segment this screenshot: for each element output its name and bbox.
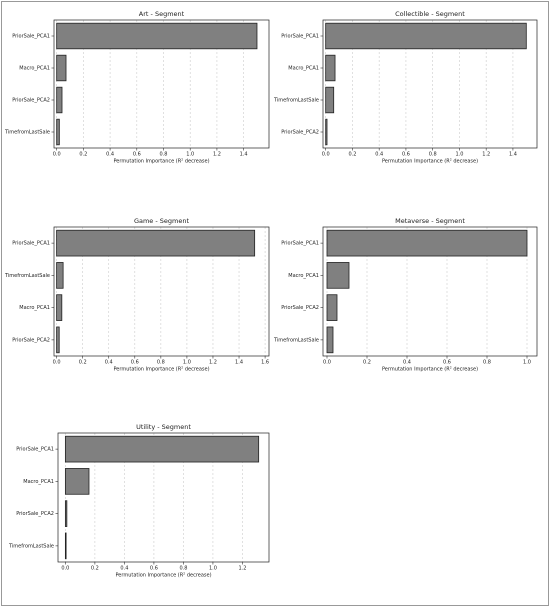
chart-title: Utility - Segment xyxy=(136,423,191,431)
x-tick-label: 1.0 xyxy=(186,152,194,158)
chart-title: Collectible - Segment xyxy=(395,10,465,18)
x-tick-label: 0.8 xyxy=(157,360,165,366)
x-tick-label: 0.0 xyxy=(53,360,61,366)
x-tick-label: 0.2 xyxy=(363,360,371,366)
y-tick-label: TimefromLastSale xyxy=(273,98,319,104)
y-tick-label: Macro_PCA1 xyxy=(23,479,54,485)
y-tick-label: PriorSale_PCA1 xyxy=(281,241,319,247)
x-tick-label: 1.6 xyxy=(261,360,269,366)
chart-title: Metaverse - Segment xyxy=(395,217,465,225)
x-tick-label: 1.2 xyxy=(482,152,490,158)
x-tick-label: 1.0 xyxy=(523,360,531,366)
bar xyxy=(56,294,63,321)
x-tick-label: 1.0 xyxy=(455,152,463,158)
y-tick-label: Macro_PCA1 xyxy=(288,66,319,72)
chart-title: Art - Segment xyxy=(139,10,185,18)
y-tick-label: PriorSale_PCA2 xyxy=(281,130,319,136)
x-tick-label: 0.0 xyxy=(322,152,330,158)
x-axis-label: Permutation Importance (R² decrease) xyxy=(113,367,209,373)
x-tick-label: 0.2 xyxy=(348,152,356,158)
x-tick-label: 0.8 xyxy=(160,152,168,158)
x-axis-label: Permutation Importance (R² decrease) xyxy=(382,367,478,373)
x-tick-label: 1.4 xyxy=(235,360,243,366)
x-tick-label: 0.4 xyxy=(120,566,128,572)
x-tick-label: 0.4 xyxy=(106,152,114,158)
bar xyxy=(56,326,60,354)
y-tick-label: PriorSale_PCA2 xyxy=(12,98,50,104)
x-tick-label: 1.2 xyxy=(238,566,246,572)
x-tick-label: 1.2 xyxy=(209,360,217,366)
axes-frame xyxy=(53,19,270,149)
x-tick-label: 0.8 xyxy=(179,566,187,572)
y-tick-label: TimefromLastSale xyxy=(4,273,50,279)
y-tick-label: PriorSale_PCA2 xyxy=(12,337,50,343)
x-tick-label: 0.0 xyxy=(323,360,331,366)
x-tick-label: 1.2 xyxy=(213,152,221,158)
x-tick-label: 0.8 xyxy=(429,152,437,158)
bar xyxy=(326,326,334,354)
bar xyxy=(56,229,256,257)
axes-frame xyxy=(53,226,270,357)
x-tick-label: 0.6 xyxy=(402,152,410,158)
x-tick-label: 0.6 xyxy=(133,152,141,158)
y-tick-label: TimefromLastSale xyxy=(8,543,54,549)
x-tick-label: 0.6 xyxy=(150,566,158,572)
bar xyxy=(56,22,258,50)
y-tick-label: PriorSale_PCA2 xyxy=(281,305,319,311)
bar xyxy=(325,86,335,114)
y-tick-label: PriorSale_PCA1 xyxy=(281,34,319,40)
bar xyxy=(64,468,90,495)
x-tick-label: 0.4 xyxy=(375,152,383,158)
bar xyxy=(326,229,528,257)
y-tick-label: PriorSale_PCA1 xyxy=(12,34,50,40)
x-tick-label: 0.0 xyxy=(53,152,61,158)
bar xyxy=(56,118,60,146)
bar xyxy=(325,22,527,50)
bar xyxy=(64,435,260,463)
x-tick-label: 1.4 xyxy=(240,152,248,158)
x-tick-label: 1.0 xyxy=(209,566,217,572)
x-tick-label: 0.0 xyxy=(61,566,69,572)
x-tick-label: 0.2 xyxy=(91,566,99,572)
x-tick-label: 0.4 xyxy=(105,360,113,366)
y-tick-label: PriorSale_PCA1 xyxy=(16,447,54,453)
x-tick-label: 1.0 xyxy=(183,360,191,366)
bar xyxy=(326,294,338,321)
chart-title: Game - Segment xyxy=(134,217,190,225)
y-tick-label: TimefromLastSale xyxy=(4,130,50,136)
x-tick-label: 0.2 xyxy=(79,360,87,366)
x-tick-label: 0.2 xyxy=(79,152,87,158)
x-tick-label: 0.4 xyxy=(403,360,411,366)
bar xyxy=(56,86,63,114)
x-tick-label: 0.6 xyxy=(443,360,451,366)
bar xyxy=(56,54,67,82)
axes-frame xyxy=(322,226,538,357)
y-tick-label: PriorSale_PCA1 xyxy=(12,241,50,247)
bar xyxy=(325,118,328,146)
x-axis-label: Permutation Importance (R² decrease) xyxy=(382,159,478,165)
x-axis-label: Permutation Importance (R² decrease) xyxy=(115,573,211,579)
y-tick-label: Macro_PCA1 xyxy=(288,273,319,279)
y-tick-label: PriorSale_PCA2 xyxy=(16,511,54,517)
y-tick-label: TimefromLastSale xyxy=(273,337,319,343)
bar xyxy=(325,54,336,82)
x-tick-label: 0.6 xyxy=(131,360,139,366)
y-tick-label: Macro_PCA1 xyxy=(19,66,50,72)
bar xyxy=(64,532,67,560)
bar xyxy=(56,262,64,289)
y-tick-label: Macro_PCA1 xyxy=(19,305,50,311)
bar xyxy=(64,500,68,527)
axes-frame xyxy=(322,19,538,149)
x-tick-label: 1.4 xyxy=(509,152,517,158)
x-axis-label: Permutation Importance (R² decrease) xyxy=(113,159,209,165)
bar xyxy=(326,262,350,289)
x-tick-label: 0.8 xyxy=(483,360,491,366)
axes-frame xyxy=(57,432,270,563)
